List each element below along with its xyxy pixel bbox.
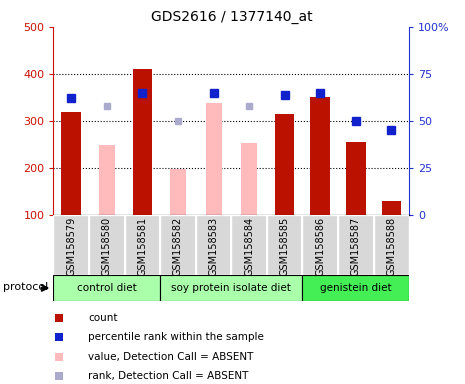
Bar	[89, 215, 125, 275]
Bar	[303, 215, 338, 275]
Text: GSM158584: GSM158584	[244, 217, 254, 276]
Bar	[99, 146, 115, 215]
Text: protocol: protocol	[3, 281, 48, 292]
Text: count: count	[88, 313, 118, 323]
Text: GSM158582: GSM158582	[173, 217, 183, 276]
Text: genistein diet: genistein diet	[320, 283, 392, 293]
Bar	[346, 142, 365, 215]
Bar	[160, 215, 196, 275]
Text: GSM158587: GSM158587	[351, 217, 361, 276]
Bar	[160, 275, 303, 301]
Bar	[133, 69, 152, 215]
Bar	[374, 215, 409, 275]
Text: control diet: control diet	[77, 283, 137, 293]
Bar	[53, 215, 89, 275]
Text: percentile rank within the sample: percentile rank within the sample	[88, 332, 264, 342]
Bar	[241, 143, 257, 215]
Title: GDS2616 / 1377140_at: GDS2616 / 1377140_at	[151, 10, 312, 25]
Bar	[125, 215, 160, 275]
Text: GSM158586: GSM158586	[315, 217, 326, 276]
Text: rank, Detection Call = ABSENT: rank, Detection Call = ABSENT	[88, 371, 249, 381]
Bar	[232, 215, 267, 275]
Bar	[338, 215, 374, 275]
Bar	[170, 169, 186, 215]
Text: GSM158585: GSM158585	[279, 217, 290, 276]
Text: value, Detection Call = ABSENT: value, Detection Call = ABSENT	[88, 352, 254, 362]
Text: soy protein isolate diet: soy protein isolate diet	[172, 283, 291, 293]
Text: GSM158579: GSM158579	[66, 217, 76, 276]
Bar	[311, 98, 330, 215]
Bar	[196, 215, 232, 275]
Text: GSM158583: GSM158583	[208, 217, 219, 276]
Bar	[206, 103, 221, 215]
Bar	[382, 201, 401, 215]
Bar	[303, 275, 409, 301]
Text: GSM158580: GSM158580	[102, 217, 112, 276]
Text: GSM158581: GSM158581	[137, 217, 147, 276]
Bar	[53, 275, 160, 301]
Bar	[61, 112, 81, 215]
Bar	[267, 215, 303, 275]
Text: GSM158588: GSM158588	[386, 217, 397, 276]
Bar	[275, 114, 294, 215]
